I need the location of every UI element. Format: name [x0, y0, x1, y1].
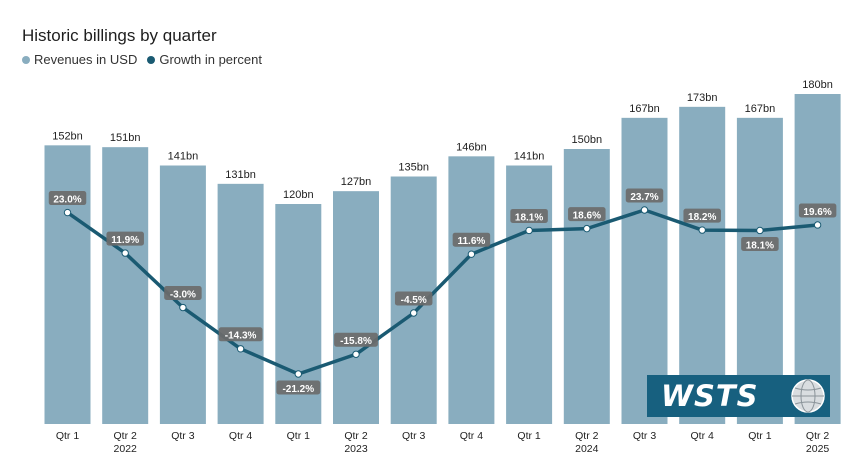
- growth-point-2: [121, 249, 129, 257]
- growth-point-13: [756, 226, 764, 235]
- wsts-logo: WSTS: [647, 375, 830, 417]
- growth-label-bg-5: [276, 380, 321, 395]
- bar-label-13: 167bn: [745, 103, 776, 115]
- bar-12: [679, 106, 726, 424]
- growth-line: [65, 208, 820, 376]
- bar-13: [736, 117, 783, 424]
- bar-label-4: 131bn: [225, 169, 256, 181]
- legend-label-revenues: Revenues in USD: [34, 52, 138, 67]
- growth-point-4: [236, 345, 245, 353]
- bar-label-7: 135bn: [398, 162, 429, 174]
- year-label-2023: 2023: [344, 443, 368, 455]
- growth-point-14: [813, 221, 822, 229]
- growth-point-8: [467, 250, 476, 258]
- category-label-14: Qtr 2: [806, 430, 829, 442]
- growth-point-7: [410, 309, 418, 317]
- growth-point-10: [583, 224, 591, 233]
- logo-text: WSTS: [661, 379, 759, 413]
- growth-label-7: -4.5%: [401, 295, 427, 306]
- chart-title: Historic billings by quarter: [22, 26, 217, 45]
- growth-label-6: -15.8%: [340, 336, 372, 347]
- growth-label-bg-11: [625, 188, 664, 203]
- category-label-1: Qtr 1: [56, 430, 79, 442]
- growth-label-3: -3.0%: [170, 289, 196, 300]
- growth-label-bg-6: [334, 332, 378, 347]
- category-label-10: Qtr 2: [575, 430, 598, 442]
- growth-label-8: 11.6%: [457, 236, 485, 247]
- bar-label-8: 146bn: [456, 141, 487, 153]
- year-label-2022: 2022: [114, 443, 138, 455]
- category-label-8: Qtr 4: [460, 430, 483, 442]
- category-label-3: Qtr 3: [171, 430, 194, 442]
- category-label-7: Qtr 3: [402, 430, 425, 442]
- growth-label-bg-4: [218, 327, 263, 342]
- growth-label-13: 18.1%: [746, 240, 774, 251]
- growth-label-bg-9: [510, 208, 548, 223]
- bar-6: [333, 191, 379, 424]
- legend: Revenues in USD Growth in percent: [22, 52, 262, 67]
- growth-label-bg-14: [798, 203, 837, 218]
- legend-swatch-revenues: [22, 55, 30, 64]
- category-label-2: Qtr 2: [114, 430, 137, 442]
- bar-2: [102, 147, 149, 424]
- growth-point-6: [352, 350, 360, 358]
- bar-label-12: 173bn: [687, 92, 718, 104]
- growth-label-12: 18.2%: [688, 212, 716, 223]
- growth-point-11: [640, 206, 649, 214]
- bar-8: [448, 156, 495, 425]
- category-label-6: Qtr 2: [344, 430, 367, 442]
- growth-label-bg-12: [683, 208, 721, 223]
- globe-icon: [791, 379, 825, 413]
- category-label-11: Qtr 3: [633, 430, 656, 442]
- bar-label-9: 141bn: [514, 151, 545, 163]
- legend-item-growth: Growth in percent: [147, 52, 262, 67]
- bar-label-11: 167bn: [629, 103, 660, 115]
- growth-label-4: -14.3%: [225, 331, 257, 342]
- growth-label-bg-1: [48, 191, 87, 206]
- growth-label-bg-13: [741, 236, 779, 251]
- growth-point-3: [179, 303, 187, 312]
- bar-14: [794, 94, 841, 424]
- growth-label-2: 11.9%: [111, 235, 139, 246]
- bar-label-3: 141bn: [168, 151, 199, 163]
- growth-label-bg-8: [452, 232, 491, 247]
- legend-item-revenues: Revenues in USD: [22, 52, 137, 67]
- bar-9: [506, 165, 553, 424]
- category-label-5: Qtr 1: [287, 430, 310, 442]
- growth-label-bg-2: [106, 231, 144, 246]
- growth-point-5: [294, 370, 302, 378]
- growth-label-1: 23.0%: [53, 194, 81, 205]
- growth-label-5: -21.2%: [282, 384, 314, 395]
- bar-1: [44, 145, 91, 425]
- bar-11: [621, 117, 668, 424]
- bar-label-5: 120bn: [283, 189, 314, 201]
- bar-label-1: 152bn: [52, 130, 83, 142]
- legend-label-growth: Growth in percent: [159, 52, 262, 67]
- category-label-13: Qtr 1: [748, 430, 771, 442]
- category-label-12: Qtr 4: [691, 430, 714, 442]
- bar-label-10: 150bn: [572, 134, 603, 146]
- growth-label-9: 18.1%: [515, 212, 543, 223]
- growth-label-bg-3: [164, 286, 202, 301]
- growth-label-bg-10: [568, 207, 606, 222]
- year-label-2025: 2025: [806, 443, 830, 455]
- growth-label-11: 23.7%: [630, 192, 658, 203]
- growth-label-14: 19.6%: [803, 207, 831, 218]
- growth-label-10: 18.6%: [573, 210, 601, 221]
- bar-label-14: 180bn: [802, 79, 833, 91]
- category-label-9: Qtr 1: [517, 430, 540, 442]
- growth-label-bg-7: [394, 291, 433, 306]
- bar-4: [217, 183, 264, 424]
- category-label-4: Qtr 4: [229, 430, 252, 442]
- growth-point-1: [63, 208, 72, 217]
- bar-label-6: 127bn: [341, 176, 372, 188]
- year-label-2024: 2024: [575, 443, 599, 455]
- bar-10: [563, 149, 610, 424]
- legend-swatch-growth: [147, 55, 156, 64]
- growth-point-12: [698, 226, 706, 234]
- growth-point-9: [525, 226, 533, 235]
- bar-label-2: 151bn: [110, 132, 141, 144]
